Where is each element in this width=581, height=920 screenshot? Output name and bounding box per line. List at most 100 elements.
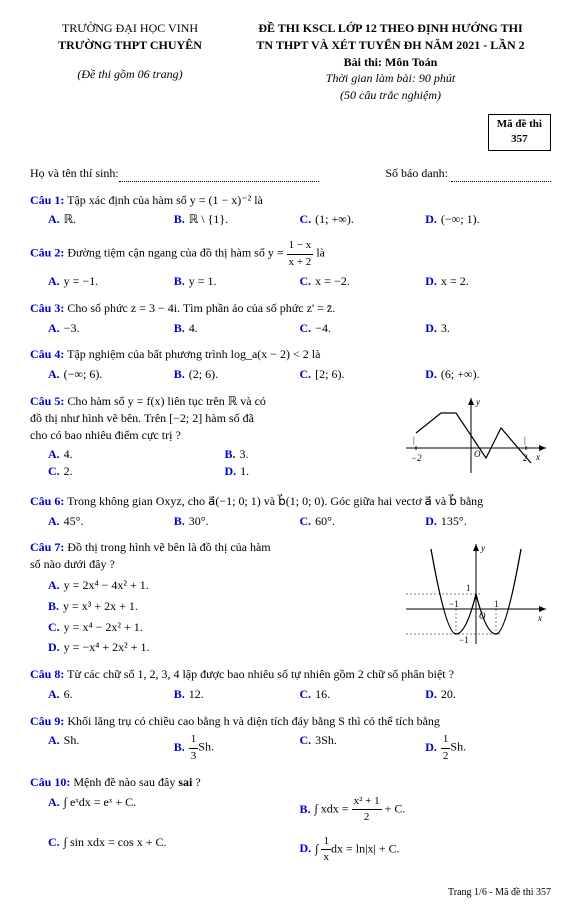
q1-text: Tập xác định của hàm số y = (1 − x)⁻² là [67,193,263,207]
question-4: Câu 4: Tập nghiệm của bất phương trình l… [30,346,551,383]
q9-d-den: 2 [441,749,451,764]
question-7: Câu 7: Đồ thị trong hình vẽ bên là đồ th… [30,539,551,656]
q1-d: (−∞; 1). [441,212,480,226]
svg-text:y: y [475,397,480,407]
svg-text:2: 2 [523,453,528,463]
svg-text:1: 1 [466,583,471,593]
q5-a: 4. [64,447,73,461]
svg-text:x: x [537,613,542,623]
svg-text:1: 1 [494,599,499,609]
question-count: (50 câu trắc nghiệm) [230,87,551,104]
svg-text:O: O [479,611,486,621]
q1-label: Câu 1: [30,193,64,207]
q5-graph: −2 2 O x y | | [401,393,551,483]
q9-text: Khối lăng trụ có chiều cao bằng h và diệ… [67,714,440,728]
q8-d: 20. [441,687,456,701]
q6-b: 30°. [189,514,209,528]
q8-c: 16. [315,687,330,701]
q9-d-num: 1 [441,732,451,748]
q10-b-num: x² + 1 [352,794,382,810]
q7-c: y = x⁴ − 2x² + 1. [64,620,143,634]
q4-c: [2; 6). [315,367,344,381]
question-3: Câu 3: Cho số phức z = 3 − 4i. Tìm phần … [30,300,551,337]
svg-text:O: O [474,449,481,459]
school-name: TRƯỜNG THPT CHUYÊN [30,37,230,54]
q2-num: 1 − x [287,238,314,254]
q8-label: Câu 8: [30,667,64,681]
q5-b: 3. [240,447,249,461]
q9-d-post: Sh. [450,740,466,754]
q4-a: (−∞; 6). [64,367,103,381]
q7-d: y = −x⁴ + 2x² + 1. [64,640,150,654]
q5-t1: Cho hàm số y = f(x) liên tục trên ℝ và c… [67,394,266,408]
q4-d: (6; +∞). [441,367,480,381]
q10-b-den: 2 [352,810,382,825]
q7-a: y = 2x⁴ − 4x² + 1. [64,578,149,592]
q9-c: 3Sh. [315,733,337,747]
q9-b-num: 1 [189,732,199,748]
q2-a: y = −1. [64,274,99,288]
q1-c: (1; +∞). [315,212,354,226]
q2-d: x = 2. [441,274,469,288]
q6-label: Câu 6: [30,494,64,508]
q2-post: là [316,246,325,260]
q7-graph: O x y 1 −1 1 −1 [401,539,551,656]
question-8: Câu 8: Từ các chữ số 1, 2, 3, 4 lập được… [30,666,551,703]
q8-text: Từ các chữ số 1, 2, 3, 4 lập được bao nh… [67,667,454,681]
q2-pre: Đường tiệm cận ngang của đồ thị hàm số y… [67,246,286,260]
q8-a: 6. [64,687,73,701]
q6-a: 45°. [64,514,84,528]
q9-a: Sh. [64,733,80,747]
q2-b: y = 1. [189,274,217,288]
exam-time: Thời gian làm bài: 90 phút [230,70,551,87]
q10-b-post: + C. [382,802,406,816]
q7-label: Câu 7: [30,540,64,554]
name-label: Họ và tên thí sinh: [30,166,119,180]
q3-text: Cho số phức z = 3 − 4i. Tìm phần ảo của … [67,301,335,315]
page-count: (Đề thi gồm 06 trang) [30,66,230,83]
question-6: Câu 6: Trong không gian Oxyz, cho a⃗(−1;… [30,493,551,530]
university-name: TRƯỜNG ĐẠI HỌC VINH [30,20,230,37]
q6-d: 135°. [441,514,467,528]
q5-d: 1. [240,464,249,478]
q10-d-den: x [321,850,331,865]
q7-t2: số nào dưới đây ? [30,557,115,571]
q5-c: 2. [64,464,73,478]
code-value: 357 [497,132,542,147]
q8-b: 12. [189,687,204,701]
svg-text:−2: −2 [411,453,422,463]
q10-d-post: dx = ln|x| + C. [331,841,400,855]
exam-code-box: Mã đề thi 357 [488,114,551,151]
q10-d-num: 1 [321,834,331,850]
q2-den: x + 2 [287,255,314,270]
q1-b: ℝ \ {1}. [189,212,228,226]
svg-text:|: | [524,435,526,445]
question-2: Câu 2: Đường tiệm cận ngang của đồ thị h… [30,238,551,290]
svg-text:y: y [480,543,485,553]
q1-a: ℝ. [64,212,77,226]
q6-c: 60°. [315,514,335,528]
q4-b: (2; 6). [189,367,218,381]
q10-text: Mệnh đề nào sau đây sai ? [73,775,200,789]
svg-text:−1: −1 [459,635,469,645]
q7-t1: Đồ thị trong hình vẽ bên là đồ thị của h… [67,540,270,554]
question-10: Câu 10: Mệnh đề nào sau đây sai ? A.∫ eˣ… [30,774,551,865]
q5-t2: đồ thị như hình vẽ bên. Trên [−2; 2] hàm… [30,411,254,425]
q4-text: Tập nghiệm của bất phương trình log_a(x … [67,347,320,361]
q2-c: x = −2. [315,274,350,288]
question-5: Câu 5: Cho hàm số y = f(x) liên tục trên… [30,393,551,483]
q3-label: Câu 3: [30,301,64,315]
q9-b-den: 3 [189,749,199,764]
q2-label: Câu 2: [30,246,64,260]
code-label: Mã đề thi [497,117,542,132]
question-1: Câu 1: Tập xác định của hàm số y = (1 − … [30,192,551,229]
q10-label: Câu 10: [30,775,70,789]
q10-a: ∫ eˣdx = eˣ + C. [64,795,136,809]
q5-label: Câu 5: [30,394,64,408]
q10-b-pre: ∫ xdx = [315,802,352,816]
subject: Bài thi: Môn Toán [230,54,551,71]
svg-text:−1: −1 [449,599,459,609]
q3-d: 3. [441,321,450,335]
q6-text: Trong không gian Oxyz, cho a⃗(−1; 0; 1) … [67,494,483,508]
svg-text:|: | [413,435,415,445]
